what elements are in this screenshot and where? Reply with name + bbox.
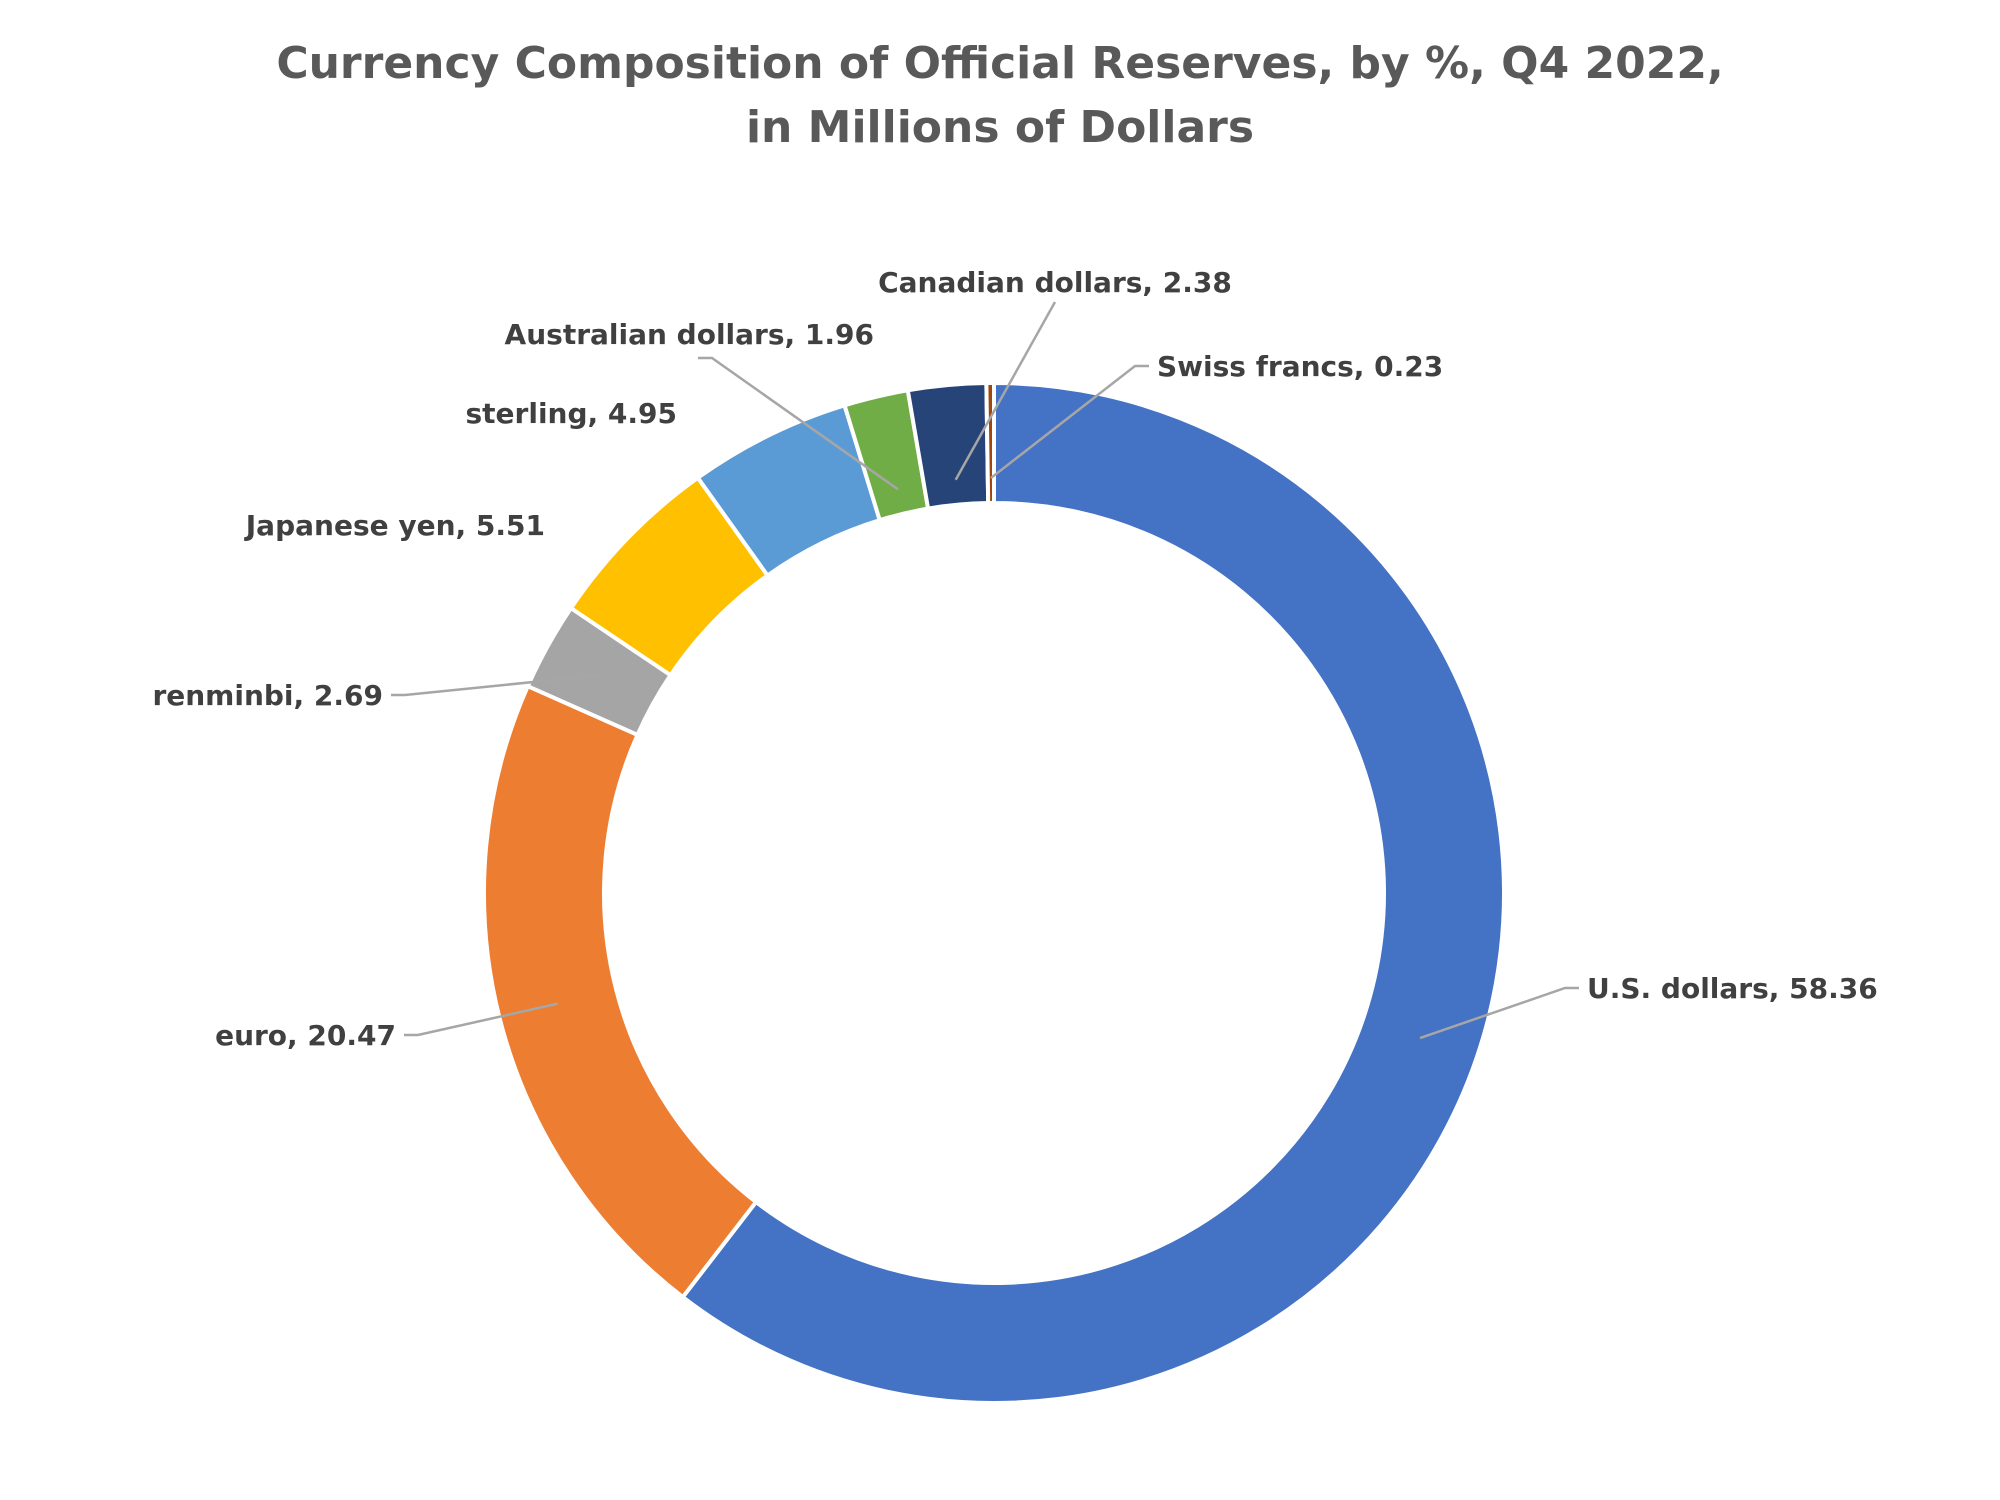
data-label: U.S. dollars, 58.36 bbox=[1587, 972, 1878, 1005]
slice-swiss-francs bbox=[984, 380, 996, 506]
slice-euro bbox=[482, 683, 759, 1300]
data-label: Swiss francs, 0.23 bbox=[1157, 350, 1443, 383]
data-label: sterling, 4.95 bbox=[466, 397, 678, 430]
data-label: Australian dollars, 1.96 bbox=[505, 318, 874, 351]
data-labels: U.S. dollars, 58.36 euro, 20.47 renminbi, … bbox=[152, 266, 1877, 1052]
leader-line bbox=[391, 673, 601, 697]
leader-line bbox=[698, 356, 899, 491]
slice-u-s-dollars bbox=[679, 380, 1506, 1405]
chart-title-line-2: in Millions of Dollars bbox=[745, 102, 1255, 153]
data-label: euro, 20.47 bbox=[215, 1019, 396, 1052]
data-label: Japanese yen, 5.51 bbox=[244, 509, 545, 542]
data-label: renminbi, 2.69 bbox=[152, 679, 383, 712]
leader-lines bbox=[391, 301, 1579, 1040]
data-label: Canadian dollars, 2.38 bbox=[878, 266, 1232, 299]
donut-slices bbox=[482, 380, 1506, 1405]
chart-title: Currency Composition of Official Reserve… bbox=[0, 32, 2000, 160]
leader-line bbox=[954, 301, 1057, 481]
leader-line bbox=[1419, 986, 1579, 1040]
leader-line bbox=[990, 364, 1149, 479]
chart-title-line-1: Currency Composition of Official Reserve… bbox=[276, 38, 1724, 89]
leader-line bbox=[404, 1002, 559, 1037]
